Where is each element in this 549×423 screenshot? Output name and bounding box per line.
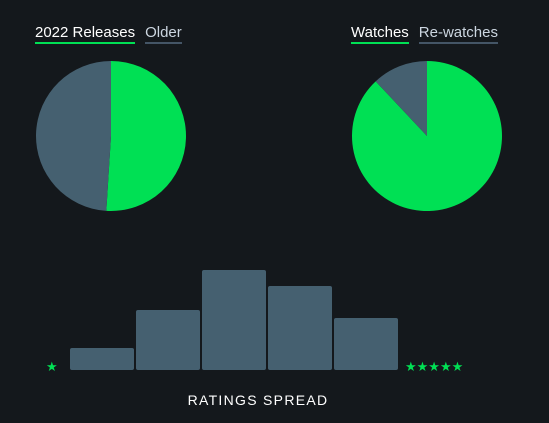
- pie-left-legend: 2022 Releases Older: [35, 24, 182, 44]
- ratings-spread-caption: RATINGS SPREAD: [187, 392, 329, 408]
- pie-right-legend: Watches Re-watches: [351, 24, 498, 44]
- releases-pie-slice-1[interactable]: [106, 61, 186, 211]
- legend-older[interactable]: Older: [145, 24, 182, 44]
- releases-pie-chart: [35, 61, 186, 211]
- legend-watches[interactable]: Watches: [351, 24, 409, 44]
- releases-pie-slice-2[interactable]: [35, 61, 111, 211]
- rating-bar-5[interactable]: [334, 318, 398, 370]
- rating-bar-4[interactable]: [268, 286, 332, 370]
- ratings-histogram: ★ ★★★★★: [46, 270, 463, 375]
- watches-pie-chart: [352, 61, 502, 211]
- one-star-label: ★: [46, 360, 58, 375]
- legend-re-watches[interactable]: Re-watches: [418, 24, 498, 44]
- rating-bar-3[interactable]: [202, 270, 266, 370]
- rating-bar-2[interactable]: [136, 310, 200, 370]
- legend-2022-releases[interactable]: 2022 Releases: [35, 24, 136, 44]
- five-star-label: ★★★★★: [405, 360, 463, 375]
- rating-bar-1[interactable]: [70, 348, 134, 370]
- watches-pie-slice-2[interactable]: [375, 61, 427, 136]
